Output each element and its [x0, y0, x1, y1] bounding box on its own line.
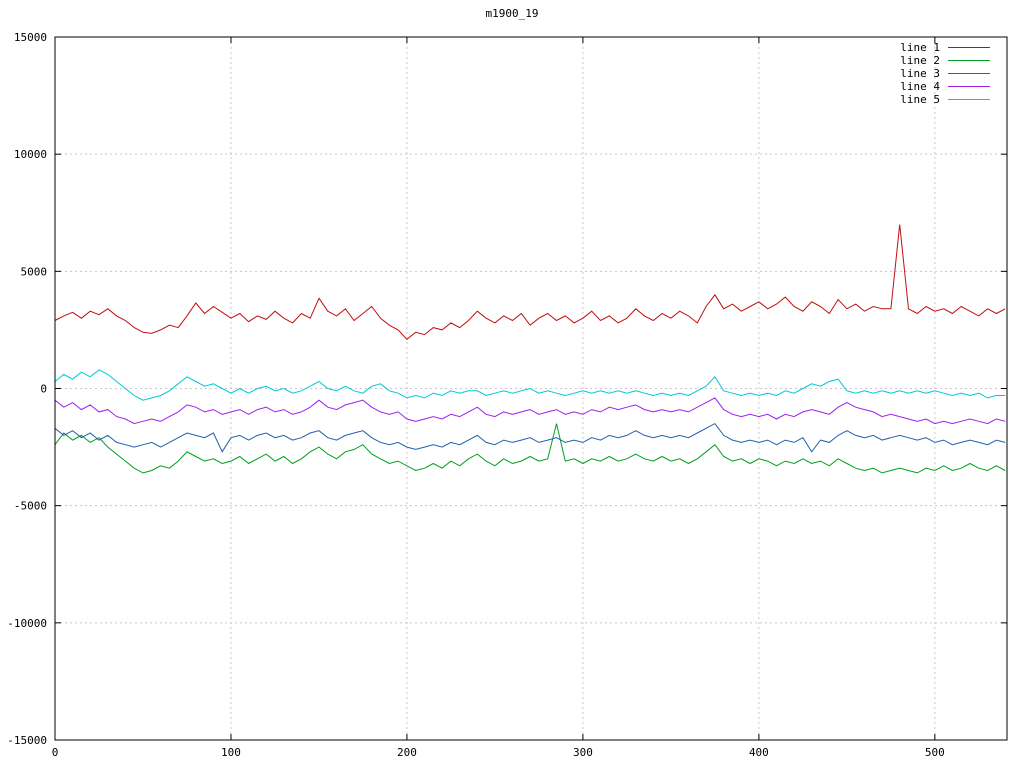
- legend-item: line 1: [900, 41, 990, 54]
- x-tick-label: 300: [573, 746, 593, 759]
- legend-label: line 1: [900, 41, 940, 54]
- x-tick-label: 200: [397, 746, 417, 759]
- legend-line-sample: [948, 99, 990, 100]
- legend-label: line 5: [900, 93, 940, 106]
- legend-item: line 2: [900, 54, 990, 67]
- y-tick-label: -15000: [7, 734, 47, 747]
- y-tick-label: 5000: [21, 265, 48, 278]
- legend: line 1 line 2 line 3 line 4 line 5: [900, 41, 990, 106]
- series-line: [54, 369, 1006, 401]
- series-line: [54, 224, 1006, 340]
- plot-border: [54, 36, 1008, 741]
- legend-line-sample: [948, 86, 990, 87]
- legend-item: line 5: [900, 93, 990, 106]
- legend-item: line 3: [900, 67, 990, 80]
- series-line: [54, 422, 1006, 453]
- series-line: [54, 423, 1006, 474]
- legend-item: line 4: [900, 80, 990, 93]
- y-tick-label: -5000: [14, 500, 47, 513]
- y-tick-label: -10000: [7, 617, 47, 630]
- x-tick-label: 500: [925, 746, 945, 759]
- x-tick-label: 100: [221, 746, 241, 759]
- legend-line-sample: [948, 47, 990, 48]
- legend-line-sample: [948, 60, 990, 61]
- x-tick-label: 400: [749, 746, 769, 759]
- legend-label: line 4: [900, 80, 940, 93]
- legend-label: line 2: [900, 54, 940, 67]
- y-tick-label: 10000: [14, 148, 47, 161]
- legend-line-sample: [948, 73, 990, 74]
- x-tick-label: 0: [52, 746, 59, 759]
- chart-title: m1900_19: [485, 7, 539, 20]
- series-line: [54, 397, 1006, 425]
- legend-label: line 3: [900, 67, 940, 80]
- y-tick-label: 0: [40, 383, 47, 396]
- y-tick-label: 15000: [14, 31, 47, 44]
